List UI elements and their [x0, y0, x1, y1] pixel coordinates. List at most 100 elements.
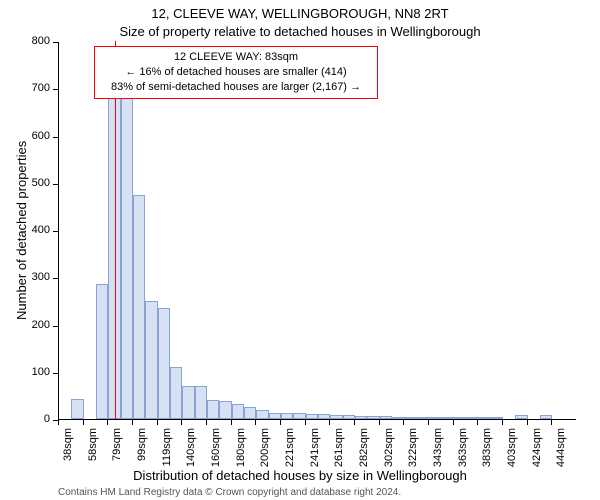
histogram-bar — [133, 195, 145, 419]
histogram-bar — [121, 98, 133, 419]
x-tick-label: 140sqm — [185, 428, 197, 468]
x-tick-mark — [280, 420, 281, 425]
x-tick-mark — [58, 420, 59, 425]
x-tick-label: 383sqm — [481, 428, 493, 468]
x-tick-label: 79sqm — [111, 428, 123, 468]
histogram-bar — [343, 415, 355, 419]
histogram-bar — [367, 416, 379, 419]
histogram-bar — [392, 417, 404, 419]
x-tick-mark — [527, 420, 528, 425]
y-tick-mark — [53, 278, 58, 279]
annotation-line-3: 83% of semi-detached houses are larger (… — [101, 80, 371, 95]
histogram-bar — [466, 417, 478, 419]
x-tick-mark — [231, 420, 232, 425]
histogram-bar — [195, 386, 207, 419]
y-tick-mark — [53, 373, 58, 374]
x-tick-label: 119sqm — [161, 428, 173, 468]
histogram-bar — [515, 415, 527, 419]
x-tick-label: 180sqm — [235, 428, 247, 468]
x-tick-label: 403sqm — [506, 428, 518, 468]
x-tick-label: 322sqm — [407, 428, 419, 468]
y-tick-mark — [53, 184, 58, 185]
y-tick-label: 800 — [16, 35, 50, 47]
histogram-bar — [441, 417, 453, 419]
y-tick-label: 200 — [16, 319, 50, 331]
y-tick-label: 500 — [16, 177, 50, 189]
x-tick-label: 221sqm — [284, 428, 296, 468]
histogram-bar — [281, 413, 293, 419]
x-tick-mark — [206, 420, 207, 425]
x-tick-label: 58sqm — [87, 428, 99, 468]
x-tick-mark — [428, 420, 429, 425]
x-tick-label: 302sqm — [383, 428, 395, 468]
x-tick-mark — [255, 420, 256, 425]
y-tick-mark — [53, 326, 58, 327]
histogram-bar — [417, 417, 429, 419]
histogram-bar — [256, 410, 268, 419]
histogram-bar — [540, 415, 552, 419]
x-tick-label: 343sqm — [432, 428, 444, 468]
y-tick-mark — [53, 137, 58, 138]
histogram-bar — [207, 400, 219, 419]
x-tick-mark — [107, 420, 108, 425]
y-tick-label: 700 — [16, 82, 50, 94]
chart-title-sub: Size of property relative to detached ho… — [0, 24, 600, 39]
annotation-box: 12 CLEEVE WAY: 83sqm ← 16% of detached h… — [94, 46, 378, 99]
histogram-bar — [355, 416, 367, 419]
x-tick-mark — [83, 420, 84, 425]
x-tick-mark — [132, 420, 133, 425]
x-tick-mark — [453, 420, 454, 425]
histogram-bar — [170, 367, 182, 419]
histogram-bar — [330, 415, 342, 419]
x-tick-mark — [354, 420, 355, 425]
histogram-bar — [244, 407, 256, 419]
histogram-bar — [232, 404, 244, 419]
x-tick-mark — [181, 420, 182, 425]
annotation-line-1: 12 CLEEVE WAY: 83sqm — [101, 50, 371, 65]
x-tick-mark — [477, 420, 478, 425]
histogram-bar — [478, 417, 490, 419]
x-tick-mark — [157, 420, 158, 425]
histogram-bar — [158, 308, 170, 419]
histogram-bar — [404, 417, 416, 419]
x-axis-label: Distribution of detached houses by size … — [0, 468, 600, 483]
y-tick-label: 100 — [16, 366, 50, 378]
x-tick-label: 160sqm — [210, 428, 222, 468]
histogram-bar — [318, 414, 330, 419]
histogram-bar — [219, 401, 231, 419]
x-tick-label: 424sqm — [531, 428, 543, 468]
histogram-bar — [306, 414, 318, 419]
y-tick-label: 600 — [16, 130, 50, 142]
histogram-bar — [491, 417, 503, 419]
x-tick-label: 282sqm — [358, 428, 370, 468]
x-tick-mark — [403, 420, 404, 425]
x-tick-label: 241sqm — [309, 428, 321, 468]
x-tick-label: 200sqm — [259, 428, 271, 468]
y-tick-mark — [53, 231, 58, 232]
x-tick-mark — [502, 420, 503, 425]
histogram-bar — [380, 416, 392, 419]
annotation-line-2: ← 16% of detached houses are smaller (41… — [101, 65, 371, 80]
plot-area — [58, 42, 576, 420]
histogram-bar — [71, 399, 83, 419]
y-tick-mark — [53, 89, 58, 90]
x-tick-mark — [551, 420, 552, 425]
y-tick-label: 300 — [16, 271, 50, 283]
y-tick-label: 0 — [16, 413, 50, 425]
x-tick-label: 444sqm — [555, 428, 567, 468]
x-tick-mark — [329, 420, 330, 425]
y-tick-label: 400 — [16, 224, 50, 236]
footer-line-1: Contains HM Land Registry data © Crown c… — [58, 487, 401, 498]
histogram-bar — [429, 417, 441, 419]
x-tick-label: 261sqm — [333, 428, 345, 468]
histogram-bar — [96, 284, 108, 419]
histogram-bar — [145, 301, 157, 419]
y-tick-mark — [53, 42, 58, 43]
x-tick-mark — [379, 420, 380, 425]
chart-container: 12, CLEEVE WAY, WELLINGBOROUGH, NN8 2RT … — [0, 0, 600, 500]
x-tick-mark — [305, 420, 306, 425]
histogram-bar — [182, 386, 194, 419]
x-tick-label: 363sqm — [457, 428, 469, 468]
histogram-bar — [454, 417, 466, 419]
x-tick-label: 99sqm — [136, 428, 148, 468]
